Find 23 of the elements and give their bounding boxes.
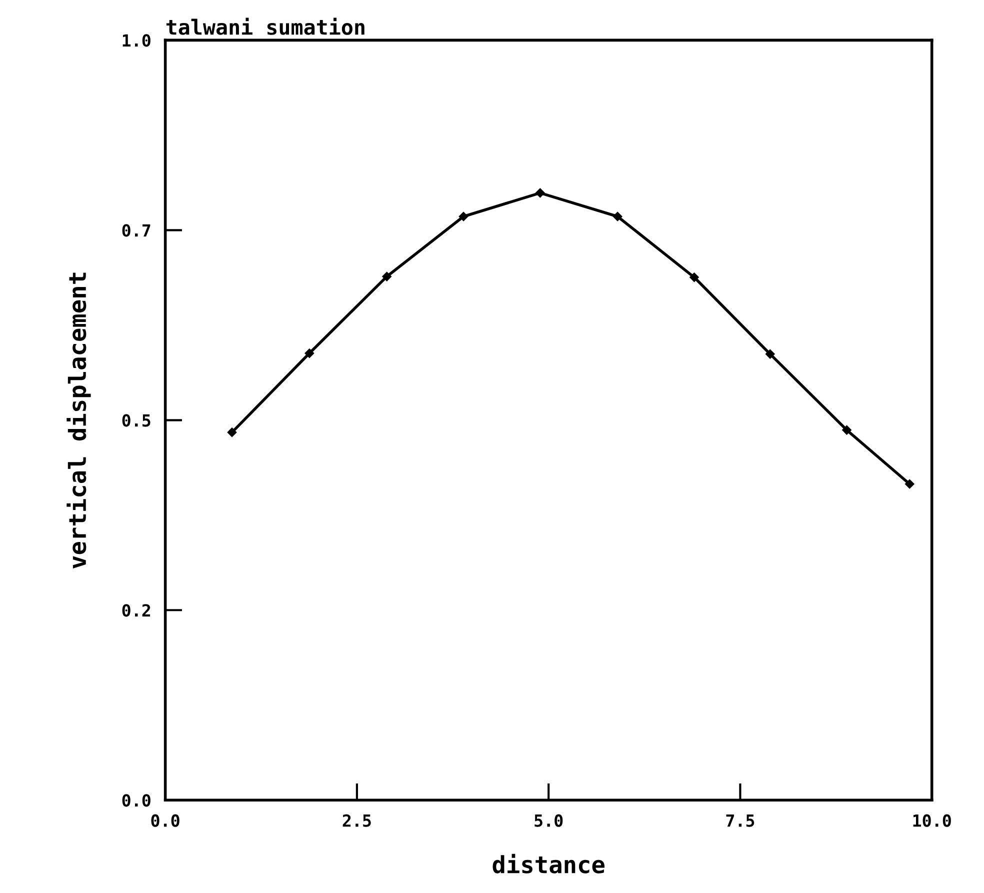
point <box>765 349 775 359</box>
point <box>612 212 622 222</box>
y-tick-label: 0.7 <box>122 224 150 237</box>
y-tick-label: 0.2 <box>122 604 150 617</box>
point <box>690 272 699 282</box>
x-axis-title: distance <box>492 854 604 874</box>
point <box>842 425 852 435</box>
y-tick-label: 0.0 <box>122 794 150 807</box>
x-tick-label: 2.5 <box>342 814 371 827</box>
point <box>458 212 468 222</box>
y-tick-label: 1.0 <box>122 34 150 47</box>
x-tick-label: 0.0 <box>151 814 180 827</box>
y-axis-title: vertical displacement <box>66 272 91 568</box>
x-tick-label: 5.0 <box>534 814 563 827</box>
y-tick-label: 0.5 <box>122 414 150 427</box>
point <box>304 348 314 358</box>
x-tick-label: 10.0 <box>913 814 951 827</box>
x-tick-label: 7.5 <box>726 814 754 827</box>
chart-title: talwani sumation <box>166 18 364 35</box>
point <box>904 479 914 489</box>
point <box>382 272 392 282</box>
point <box>536 188 545 198</box>
point <box>227 428 237 437</box>
